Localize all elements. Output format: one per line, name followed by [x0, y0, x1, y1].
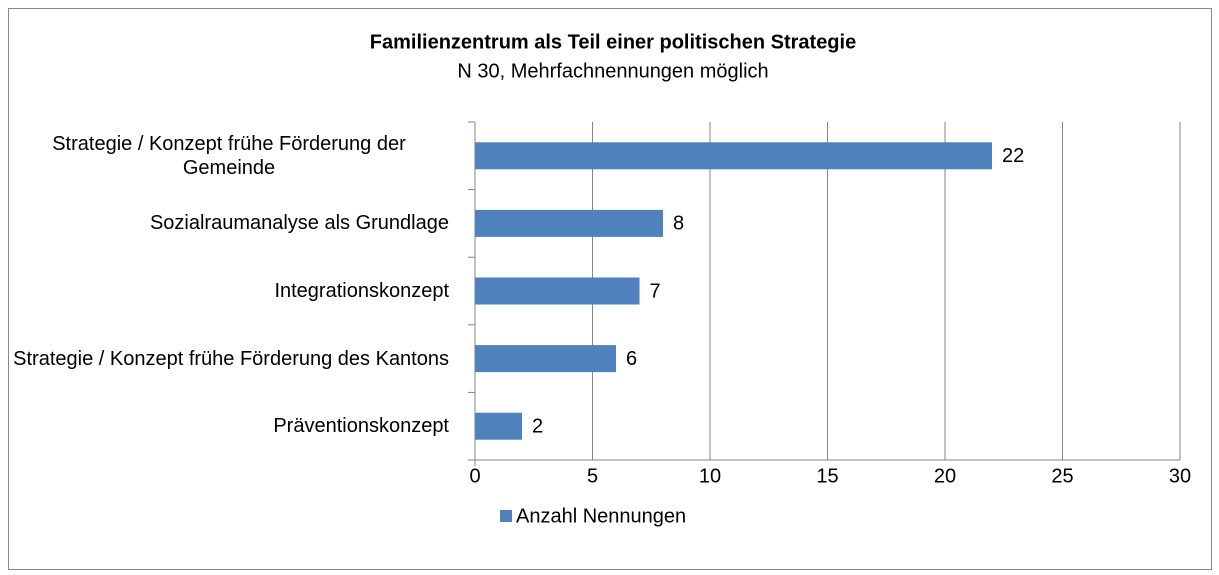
y-tick-label: Integrationskonzept — [9, 279, 449, 303]
x-tick-label: 0 — [469, 465, 480, 487]
bar — [475, 345, 616, 373]
x-tick-label: 15 — [816, 465, 838, 487]
data-label: 2 — [532, 415, 543, 437]
y-tick-label: Präventionskonzept — [9, 414, 449, 438]
x-tick-label: 25 — [1051, 465, 1073, 487]
x-tick-label: 5 — [587, 465, 598, 487]
data-label: 8 — [673, 213, 684, 235]
bar — [475, 209, 663, 237]
y-tick-text: Integrationskonzept — [274, 280, 449, 302]
y-tick-text: Strategie / Konzept frühe Förderung der … — [52, 132, 406, 179]
data-label: 22 — [1002, 145, 1024, 167]
legend-label: Anzahl Nennungen — [516, 505, 686, 527]
chart-title: Familienzentrum als Teil einer politisch… — [370, 31, 856, 53]
legend-swatch — [500, 510, 512, 522]
bar — [475, 412, 522, 440]
bar — [475, 142, 992, 170]
chart-subtitle: N 30, Mehrfachnennungen möglich — [457, 60, 768, 82]
bar — [475, 277, 640, 305]
data-label: 7 — [650, 280, 661, 302]
data-label: 6 — [626, 348, 637, 370]
y-tick-text: Präventionskonzept — [273, 415, 449, 438]
y-tick-label: Strategie / Konzept frühe Förderung der … — [9, 132, 449, 180]
y-tick-text: Sozialraumanalyse als Grundlage — [149, 212, 449, 235]
y-tick-text: Strategie / Konzept frühe Förderung des … — [13, 347, 449, 370]
y-tick-label: Sozialraumanalyse als Grundlage — [9, 211, 449, 235]
y-tick-label: Strategie / Konzept frühe Förderung des … — [9, 347, 449, 371]
x-tick-label: 10 — [699, 465, 721, 487]
x-tick-label: 30 — [1169, 465, 1191, 487]
x-tick-label: 20 — [934, 465, 956, 487]
